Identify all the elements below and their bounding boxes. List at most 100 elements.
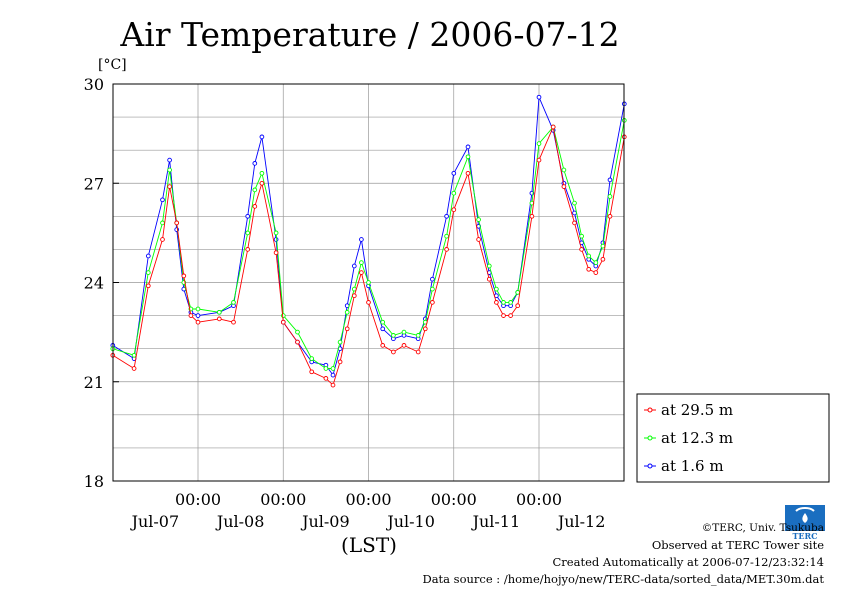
data-point [508, 313, 513, 318]
data-point [430, 300, 435, 305]
footer-copyright: ©TERC, Univ. Tsukuba [702, 522, 824, 534]
x-axis-label: (LST) [341, 533, 397, 557]
data-point [245, 230, 251, 236]
x-tick-label-time: 00:00 [260, 490, 306, 509]
data-point [160, 220, 165, 226]
y-tick-label: 21 [84, 373, 104, 392]
data-point [401, 329, 407, 335]
data-point [366, 300, 371, 305]
y-axis-unit-label: [°C] [98, 57, 127, 73]
data-point [174, 220, 180, 226]
data-point [259, 170, 265, 176]
x-tick-label-time: 00:00 [175, 490, 221, 509]
data-point [550, 124, 556, 130]
data-point [494, 286, 499, 292]
data-point [145, 270, 151, 275]
data-point [586, 266, 592, 272]
data-point [465, 144, 471, 150]
data-point [607, 213, 613, 219]
data-point [391, 333, 396, 338]
data-point [465, 154, 471, 160]
data-point [160, 237, 165, 242]
data-point [515, 290, 521, 295]
data-point [259, 134, 265, 140]
chart-title: Air Temperature / 2006-07-12 [119, 15, 619, 54]
terc-logo-wave-icon [795, 507, 815, 512]
data-point [145, 283, 151, 289]
legend-box [636, 393, 830, 483]
data-point [252, 161, 258, 166]
data-point [359, 237, 364, 242]
data-point [181, 273, 187, 279]
data-point [451, 190, 457, 196]
data-point [572, 210, 577, 216]
data-point [188, 313, 194, 318]
data-point [337, 359, 343, 365]
data-point [160, 197, 165, 203]
data-point [444, 213, 449, 219]
data-point [295, 339, 300, 345]
x-tick-label-date: Jul-07 [130, 512, 180, 531]
legend-swatch-marker [647, 435, 653, 441]
data-point [330, 382, 336, 388]
data-point [351, 293, 357, 299]
data-point [337, 339, 343, 345]
data-series [110, 94, 627, 388]
x-tick-label-date: Jul-10 [385, 512, 435, 531]
data-point [607, 177, 613, 183]
data-point [600, 256, 606, 262]
legend: at 29.5 m at 12.3 m at 1.6 m [636, 393, 830, 483]
data-point [259, 180, 265, 186]
data-point [330, 366, 336, 371]
data-point [536, 157, 542, 163]
x-tick-label-date: Jul-11 [471, 512, 521, 531]
terc-logo-drop-icon [802, 513, 808, 523]
y-tick-label: 18 [84, 472, 104, 491]
data-point [415, 349, 421, 355]
data-point [451, 170, 457, 176]
data-point [195, 306, 201, 312]
data-point [280, 313, 286, 318]
footer-site: Observed at TERC Tower site [652, 538, 824, 552]
data-point [231, 300, 236, 305]
data-point [593, 270, 599, 275]
axis-labels: 18 21 24 27 30 00:00 Jul-07 00:00 Jul-08 00:00 Jul… [84, 75, 606, 531]
y-tick-label: 24 [84, 274, 104, 293]
data-point [295, 329, 300, 335]
data-point [359, 260, 364, 265]
data-point [216, 316, 222, 322]
data-point [536, 141, 542, 146]
x-tick-label-date: Jul-08 [215, 512, 265, 531]
x-tick-label-time: 00:00 [345, 490, 391, 509]
data-point [561, 167, 567, 173]
data-point [465, 170, 471, 176]
terc-logo-text: TERC [792, 531, 817, 541]
data-point [401, 343, 407, 348]
footer-source: Data source : /home/hojyo/new/TERC-data/… [422, 572, 824, 586]
data-point [579, 247, 584, 252]
data-point [273, 230, 279, 236]
data-point [195, 319, 201, 325]
data-point [131, 366, 137, 371]
x-tick-label-date: Jul-09 [300, 512, 350, 531]
data-point [380, 326, 386, 332]
data-point [359, 270, 364, 275]
data-point [216, 309, 222, 315]
data-point [422, 326, 428, 332]
legend-label: at 1.6 m [661, 457, 724, 475]
data-point [586, 253, 592, 259]
data-point [515, 303, 521, 309]
footer-created: Created Automatically at 2006-07-12/23:3… [553, 555, 825, 569]
data-point [529, 213, 535, 219]
data-point [536, 94, 542, 100]
data-point [444, 233, 449, 239]
data-point [145, 253, 151, 259]
data-point [167, 184, 172, 189]
data-point [501, 313, 506, 318]
data-point [245, 247, 251, 252]
data-point [131, 352, 137, 358]
data-point [508, 300, 513, 305]
x-tick-label-time: 00:00 [516, 490, 562, 509]
data-point [380, 343, 386, 348]
data-point [280, 319, 286, 325]
